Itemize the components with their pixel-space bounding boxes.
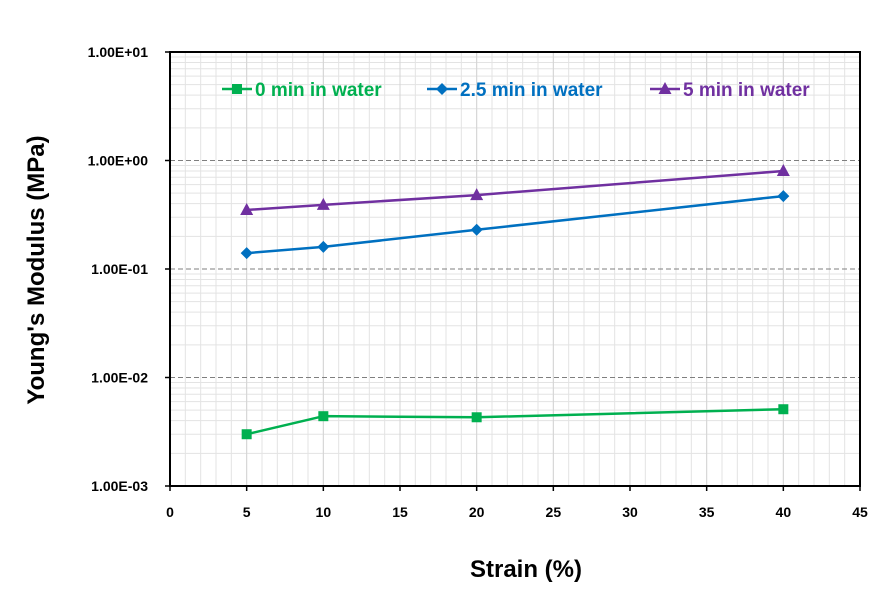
data-point xyxy=(778,404,789,415)
axis-layer: 0 5 10 15 20 25 30 35 40 45 1.00E-03 1.00E-02 1.00E-… xyxy=(88,44,868,520)
data-point xyxy=(471,412,482,423)
grid-layer xyxy=(169,51,861,487)
y-tick-label: 1.00E+00 xyxy=(88,153,149,169)
y-tick-label: 1.00E-02 xyxy=(91,370,148,386)
series-2 xyxy=(240,190,790,260)
data-point xyxy=(240,247,253,260)
y-tick-label: 1.00E-01 xyxy=(91,261,148,277)
x-tick-label: 5 xyxy=(243,504,251,520)
x-axis-title: Strain (%) xyxy=(470,556,582,583)
series-1 xyxy=(241,404,789,440)
data-point xyxy=(241,429,252,440)
x-tick-label: 35 xyxy=(699,504,715,520)
x-tick-label: 15 xyxy=(392,504,408,520)
legend-entry-1: 0 min in water xyxy=(222,80,382,101)
legend-marker xyxy=(436,83,448,95)
data-point xyxy=(470,223,483,236)
y-axis-title: Young's Modulus (MPa) xyxy=(23,135,50,404)
data-point xyxy=(777,190,790,203)
legend-entry-3: 5 min in water xyxy=(650,80,810,101)
series-line xyxy=(246,407,784,436)
series-layer xyxy=(240,164,790,440)
y-tick-label: 1.00E-03 xyxy=(91,478,148,494)
y-tick-label: 1.00E+01 xyxy=(88,44,149,60)
legend-entry-2: 2.5 min in water xyxy=(427,80,603,101)
data-point xyxy=(318,411,329,422)
data-point xyxy=(776,164,790,177)
legend: 0 min in water 2.5 min in water 5 min in w… xyxy=(222,80,810,101)
legend-label: 2.5 min in water xyxy=(460,80,603,101)
legend-marker xyxy=(658,82,672,94)
x-tick-label: 25 xyxy=(546,504,562,520)
data-point xyxy=(240,202,254,215)
data-point xyxy=(316,197,330,210)
series-line xyxy=(246,169,784,212)
data-point xyxy=(470,188,484,201)
x-tick-label: 0 xyxy=(166,504,174,520)
x-tick-label: 20 xyxy=(469,504,485,520)
x-tick-label: 45 xyxy=(852,504,868,520)
legend-marker xyxy=(232,84,242,94)
series-3 xyxy=(240,164,790,215)
legend-label: 0 min in water xyxy=(255,80,382,101)
data-point xyxy=(317,240,330,253)
x-tick-label: 10 xyxy=(316,504,332,520)
series-line xyxy=(246,194,784,255)
x-tick-label: 30 xyxy=(622,504,638,520)
x-tick-label: 40 xyxy=(776,504,792,520)
legend-label: 5 min in water xyxy=(683,80,810,101)
